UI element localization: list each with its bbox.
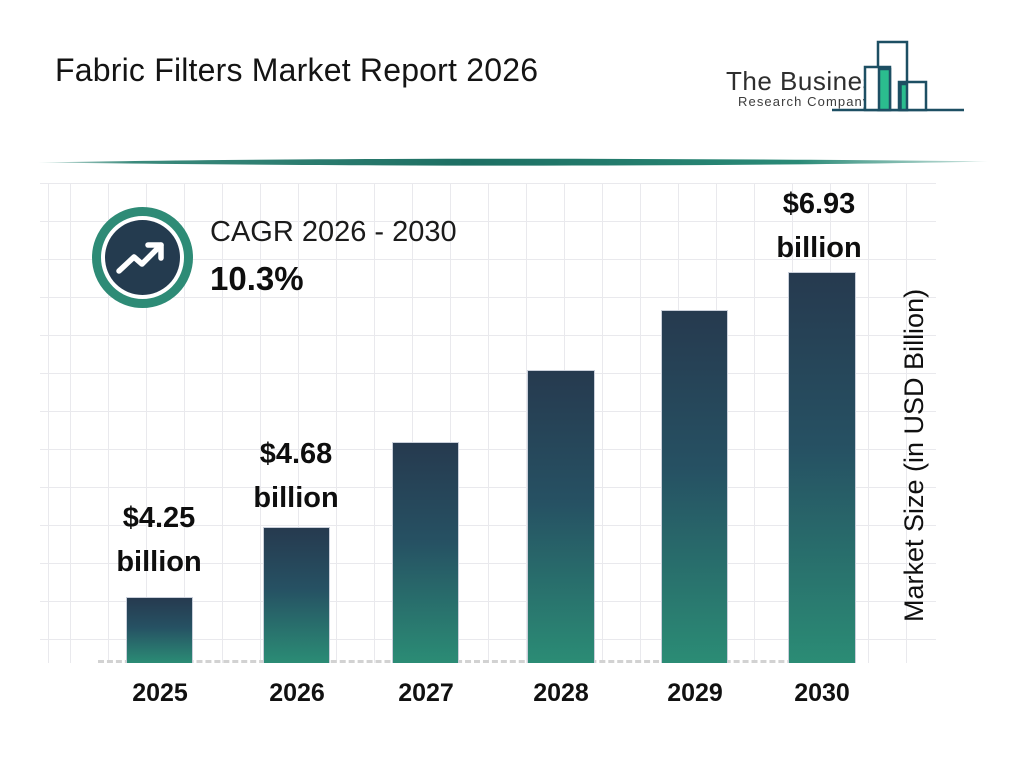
x-tick-2028: 2028 [533,679,589,707]
value-label-2030: $6.93 billion [729,182,909,270]
value-label-2025-amount: $4.25 [122,502,196,534]
bar-2025 [126,597,193,663]
bar-2029 [661,310,728,663]
cagr-period-label: CAGR 2026 - 2030 [210,216,457,248]
x-tick-2026: 2026 [269,679,325,707]
x-tick-2030: 2030 [794,679,850,707]
logo-text-line1: The Business [726,66,890,96]
bar-2030 [788,272,856,663]
page-title: Fabric Filters Market Report 2026 [55,52,539,88]
y-axis-label: Market Size (in USD Billion) [899,288,929,623]
x-tick-2029: 2029 [667,679,723,707]
value-label-2026: $4.68 billion [206,432,386,520]
x-tick-2027: 2027 [398,679,454,707]
value-label-2026-amount: $4.68 [259,438,333,470]
value-label-2030-unit: billion [776,232,862,264]
bar-2027 [392,442,459,663]
bar-chart-skyline-icon [832,40,964,112]
value-label-2030-amount: $6.93 [782,188,856,220]
value-label-2025-unit: billion [116,546,202,578]
cagr-value: 10.3% [210,260,304,297]
value-label-2026-unit: billion [253,482,339,514]
logo-text-line2: Research Company [738,94,871,109]
value-label-2025: $4.25 billion [69,496,249,584]
bar-2028 [527,370,595,663]
trending-up-icon [92,207,193,308]
x-tick-2025: 2025 [132,679,188,707]
dashed-baseline [98,660,856,663]
divider-line [38,158,988,166]
bar-2026 [263,527,330,663]
